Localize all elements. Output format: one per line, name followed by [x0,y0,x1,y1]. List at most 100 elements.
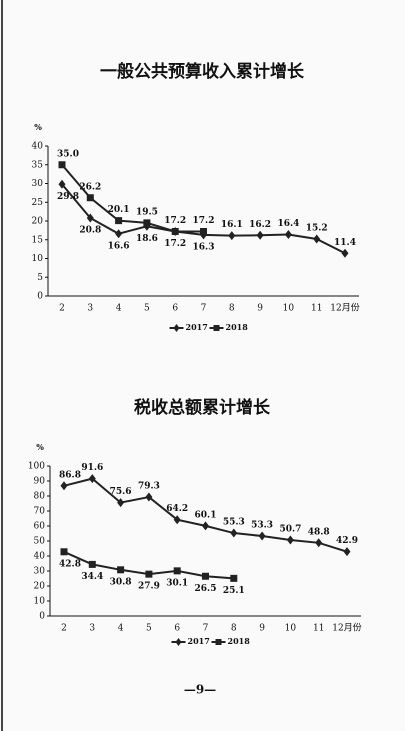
marker [58,179,66,189]
data-label: 75.6 [110,487,132,497]
data-label: 20.8 [79,226,101,236]
data-label: 55.3 [223,518,245,528]
marker [173,567,181,575]
data-label: 17.2 [164,216,186,226]
x-tick-label: 3 [89,624,95,634]
y-tick-label: 60 [34,522,46,532]
chart-title: 一般公共预算收入累计增长 [100,61,305,82]
marker [171,228,179,235]
legend-label: 2017 [186,322,208,332]
y-tick-label: 40 [34,552,46,562]
y-tick-label: 20 [32,217,44,227]
data-label: 53.3 [251,521,273,531]
marker [117,566,125,574]
marker [258,531,266,541]
x-tick-label: 10 [285,624,297,634]
y-tick-label: 5 [37,273,43,283]
y-tick-label: 0 [37,292,43,302]
y-axis-label: % [34,122,42,132]
y-tick-label: 100 [28,462,45,472]
x-tick-label: 2 [61,624,67,634]
data-label: 20.1 [108,205,130,215]
y-tick-label: 40 [32,142,44,152]
data-label: 16.3 [193,242,215,252]
marker [286,535,294,545]
marker [202,572,209,580]
data-label: 30.8 [110,577,132,587]
marker [313,234,321,244]
y-tick-label: 20 [34,582,46,592]
data-label: 64.2 [166,504,188,514]
x-tick-label: 4 [118,624,124,634]
data-label: 50.7 [279,524,301,534]
marker [230,574,238,582]
legend-marker [213,325,220,331]
x-tick-label: 11 [311,304,322,314]
marker [315,538,323,548]
legend-label: 2018 [228,636,251,646]
marker [202,521,209,531]
page-number: —9— [184,683,216,697]
legend-label: 2018 [226,322,249,332]
marker [343,547,351,557]
marker [228,231,236,241]
x-tick-label: 7 [203,624,209,634]
x-tick-label: 5 [144,304,150,314]
y-tick-label: 25 [32,198,44,208]
data-label: 15.2 [306,224,328,234]
marker [58,161,66,169]
data-label: 16.4 [277,219,299,229]
marker [88,474,96,484]
data-label: 16.1 [221,220,243,230]
data-label: 16.6 [108,241,130,251]
y-tick-label: 35 [32,160,44,170]
marker [256,230,264,240]
data-label: 79.3 [138,482,160,492]
y-tick-label: 10 [32,254,44,264]
data-label: 60.1 [195,510,217,520]
marker [341,248,349,258]
data-label: 42.8 [59,559,81,569]
marker [200,228,207,235]
x-tick-label: 4 [116,304,122,314]
x-tick-label: 3 [87,304,93,314]
y-tick-label: 30 [32,179,44,189]
chart-title: 税收总额累计增长 [134,397,271,418]
data-label: 17.2 [164,239,186,249]
marker [143,219,151,227]
x-tick-label: 7 [201,304,207,314]
data-label: 17.2 [193,216,215,226]
marker [145,492,153,502]
marker [60,481,68,491]
x-tick-label: 6 [174,624,180,634]
data-label: 91.6 [81,463,103,473]
data-label: 29.8 [57,192,79,202]
data-label: 11.4 [334,238,356,248]
data-label: 16.2 [249,220,271,230]
data-label: 86.8 [59,470,81,480]
marker [145,570,153,578]
x-tick-label: 11 [313,624,324,634]
marker [88,560,96,568]
y-tick-label: 0 [39,612,45,622]
marker [115,217,123,225]
y-tick-label: 80 [34,492,46,502]
data-label: 34.4 [81,572,103,582]
legend-marker [173,324,180,332]
x-tick-label: 5 [146,624,152,634]
y-tick-label: 70 [34,507,46,517]
x-tick-label: 2 [59,304,65,314]
y-tick-label: 15 [32,235,44,245]
marker [230,528,238,538]
x-tick-label: 10 [283,304,295,314]
x-tick-label: 8 [229,304,235,314]
y-tick-label: 10 [34,597,46,607]
legend-marker [215,639,222,645]
marker [86,194,94,202]
legend-label: 2017 [188,636,210,646]
x-tick-label: 9 [257,304,263,314]
x-tick-label: 9 [259,624,265,634]
